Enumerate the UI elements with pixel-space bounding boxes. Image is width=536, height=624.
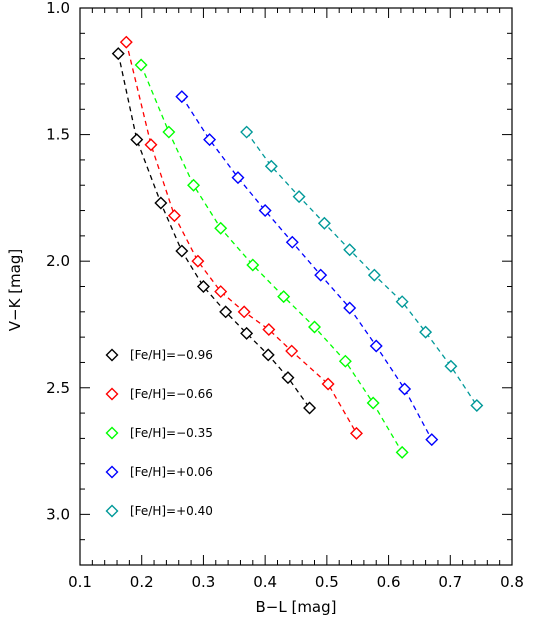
x-tick-label: 0.7 bbox=[438, 573, 462, 591]
data-point bbox=[314, 268, 328, 282]
data-point bbox=[144, 138, 158, 152]
legend-marker bbox=[105, 504, 119, 518]
legend-label: [Fe/H]=−0.35 bbox=[130, 426, 213, 440]
data-point bbox=[281, 371, 295, 385]
data-point bbox=[395, 445, 409, 459]
data-point bbox=[214, 221, 228, 235]
x-tick-label: 0.2 bbox=[130, 573, 154, 591]
data-point bbox=[349, 426, 363, 440]
y-tick-label: 1.5 bbox=[46, 126, 70, 144]
data-point bbox=[240, 326, 254, 340]
legend: [Fe/H]=−0.96 [Fe/H]=−0.66 [Fe/H]=−0.35 [Fe/… bbox=[105, 348, 213, 518]
y-axis-label: V−K [mag] bbox=[6, 249, 24, 331]
data-point bbox=[470, 399, 484, 412]
series-line bbox=[181, 96, 433, 441]
series-2 bbox=[134, 58, 409, 459]
data-point bbox=[119, 35, 133, 49]
x-tick-label: 0.8 bbox=[500, 573, 524, 591]
data-point bbox=[231, 171, 245, 185]
series-line bbox=[246, 131, 478, 406]
series-0 bbox=[111, 47, 317, 415]
legend-marker bbox=[105, 465, 119, 479]
data-point bbox=[369, 339, 383, 353]
data-point bbox=[111, 47, 125, 61]
data-point bbox=[398, 382, 412, 396]
series-3 bbox=[175, 90, 439, 447]
legend-marker bbox=[105, 426, 119, 440]
data-point bbox=[366, 396, 380, 410]
series-line bbox=[140, 64, 403, 453]
data-point bbox=[203, 133, 217, 147]
data-point bbox=[343, 243, 357, 257]
data-point bbox=[367, 268, 381, 282]
data-point bbox=[219, 305, 233, 319]
series-line bbox=[125, 42, 358, 434]
legend-marker bbox=[105, 387, 119, 401]
data-point bbox=[343, 301, 357, 315]
data-point bbox=[321, 377, 335, 391]
legend-label: [Fe/H]=+0.06 bbox=[130, 465, 213, 479]
data-point bbox=[395, 295, 409, 309]
y-tick-label: 1.0 bbox=[46, 0, 70, 17]
plot-frame bbox=[79, 7, 513, 566]
data-point bbox=[246, 258, 260, 272]
legend-label: [Fe/H]=−0.66 bbox=[130, 387, 213, 401]
data-point bbox=[214, 285, 228, 299]
y-tick-label: 2.5 bbox=[46, 379, 70, 397]
data-point bbox=[237, 305, 251, 319]
data-point bbox=[175, 244, 189, 258]
data-point bbox=[285, 235, 299, 249]
data-point bbox=[130, 133, 144, 147]
series-line bbox=[117, 53, 311, 409]
data-point bbox=[196, 280, 210, 293]
series-4 bbox=[240, 125, 484, 412]
data-point bbox=[262, 323, 276, 337]
data-point bbox=[134, 58, 148, 72]
x-tick-label: 0.5 bbox=[315, 573, 339, 591]
data-point bbox=[167, 209, 181, 223]
data-point bbox=[444, 359, 458, 373]
x-tick-label: 0.3 bbox=[191, 573, 215, 591]
data-point bbox=[285, 344, 299, 358]
data-point bbox=[303, 401, 317, 415]
x-tick-label: 0.4 bbox=[253, 573, 277, 591]
data-point bbox=[317, 216, 331, 230]
legend-label: [Fe/H]=−0.96 bbox=[130, 348, 213, 362]
legend-label: [Fe/H]=+0.40 bbox=[130, 504, 213, 518]
axis-ticks: 0.1 0.2 0.3 0.4 0.5 0.6 0.7 0.8 1.0 1.5 2.0 2.5 3.0 bbox=[46, 0, 524, 591]
data-point bbox=[338, 354, 352, 368]
data-point bbox=[277, 290, 291, 304]
legend-marker bbox=[105, 348, 119, 362]
data-point bbox=[154, 196, 168, 210]
x-tick-label: 0.6 bbox=[377, 573, 401, 591]
y-tick-label: 2.0 bbox=[46, 252, 70, 270]
series-1 bbox=[119, 35, 363, 440]
data-point bbox=[261, 348, 275, 362]
data-point bbox=[240, 125, 254, 139]
x-tick-label: 0.1 bbox=[68, 573, 92, 591]
x-axis-label: B−L [mag] bbox=[255, 598, 336, 616]
data-point bbox=[425, 433, 439, 447]
data-point bbox=[292, 190, 306, 204]
y-tick-label: 3.0 bbox=[46, 505, 70, 523]
data-point bbox=[419, 325, 433, 339]
series-layer bbox=[111, 35, 484, 459]
data-point bbox=[264, 159, 278, 173]
data-point bbox=[191, 254, 205, 268]
data-point bbox=[258, 204, 272, 218]
data-point bbox=[308, 320, 322, 334]
data-point bbox=[187, 178, 201, 192]
data-point bbox=[175, 90, 189, 104]
data-point bbox=[162, 125, 176, 139]
